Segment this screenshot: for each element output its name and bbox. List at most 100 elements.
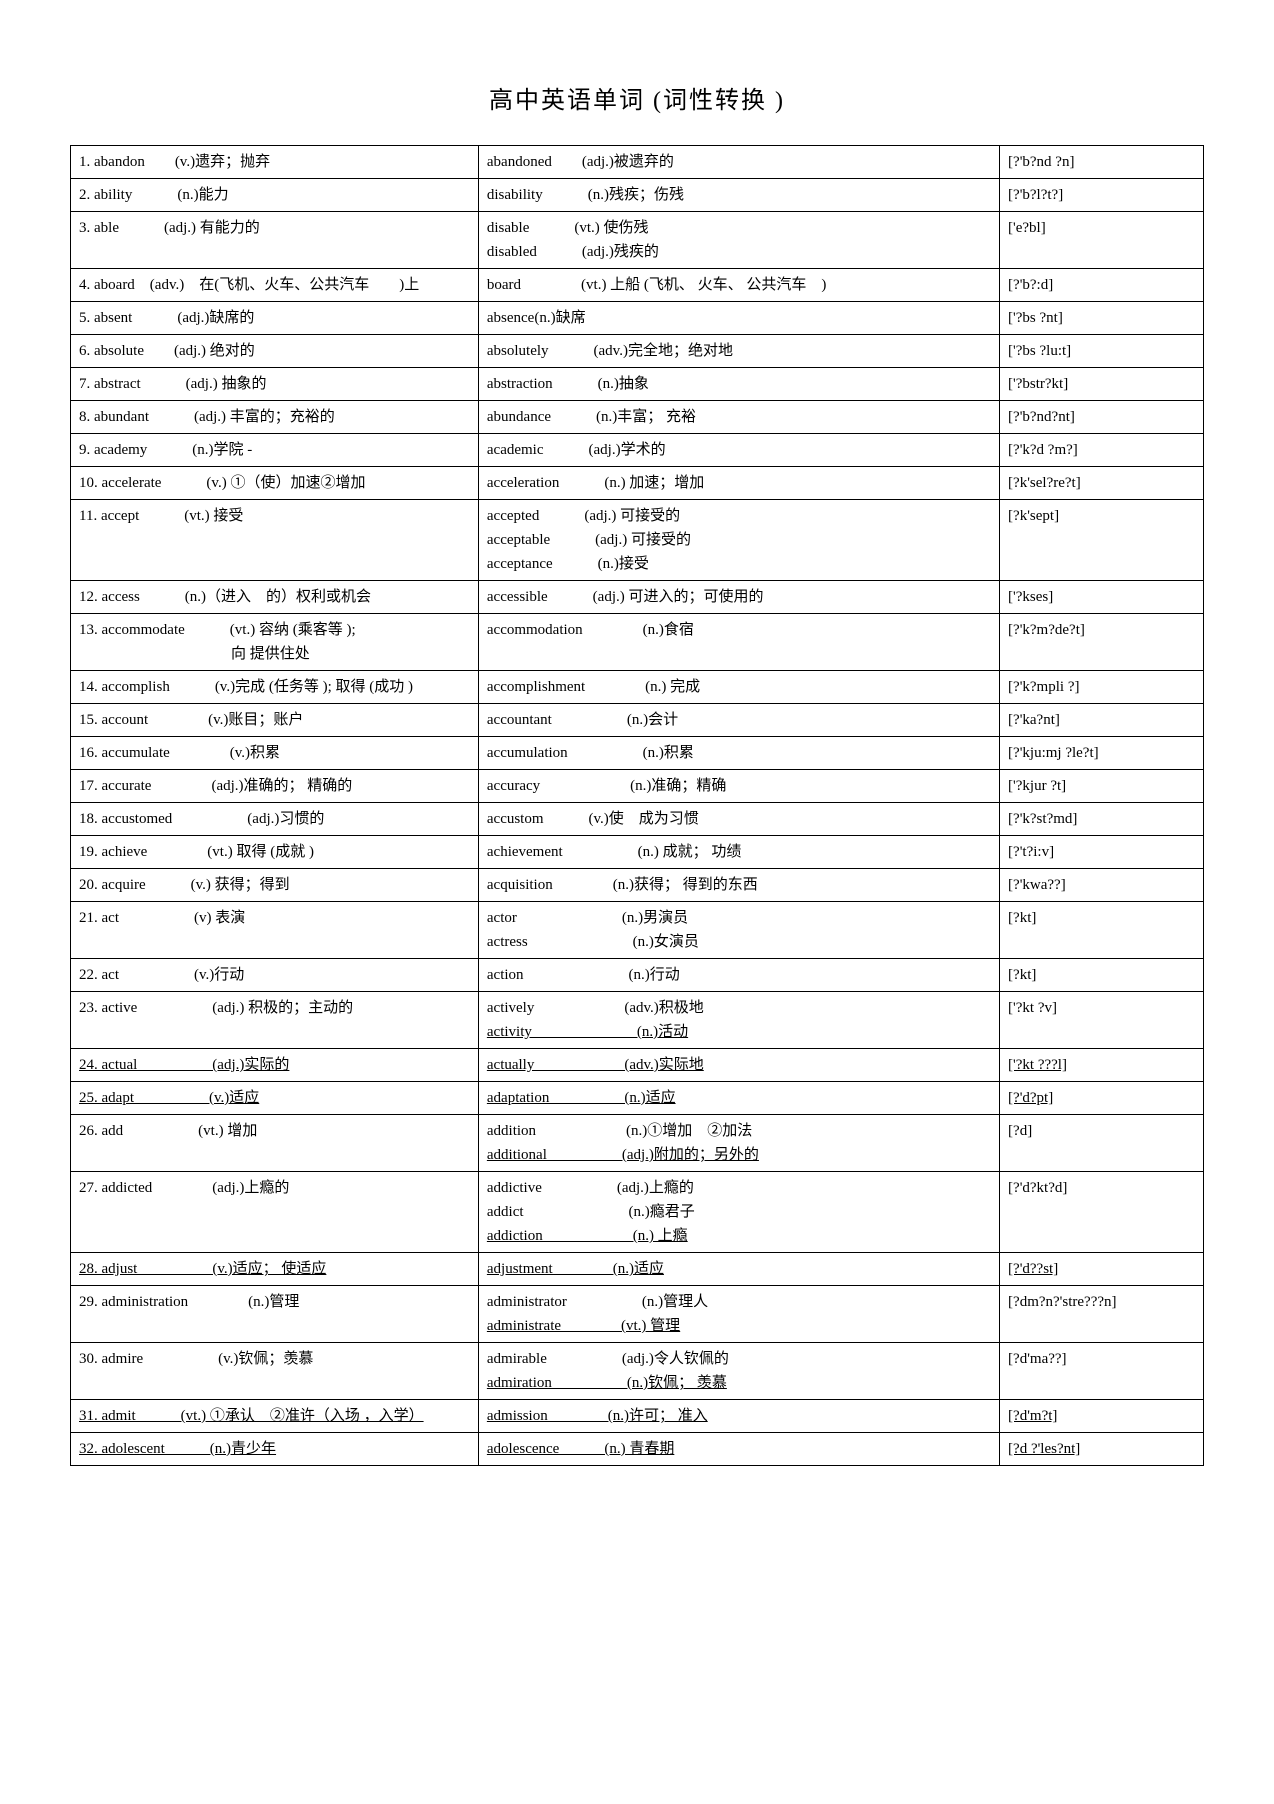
pronunciation-cell: [?'k?st?md] [1000,803,1204,836]
word-cell: 30. admire (v.)钦佩；羡慕 [71,1343,479,1400]
word-cell: 1. abandon (v.)遗弃；抛弃 [71,146,479,179]
table-row: 21. act (v) 表演actor (n.)男演员actress (n.)女… [71,902,1204,959]
word-cell: 26. add (vt.) 增加 [71,1115,479,1172]
derivative-cell: adaptation (n.)适应 [478,1082,999,1115]
pronunciation-cell: [?'k?m?de?t] [1000,614,1204,671]
vocab-table: 1. abandon (v.)遗弃；抛弃abandoned (adj.)被遗弃的… [70,145,1204,1466]
table-row: 14. accomplish (v.)完成 (任务等 ); 取得 (成功 )ac… [71,671,1204,704]
word-cell: 8. abundant (adj.) 丰富的；充裕的 [71,401,479,434]
pronunciation-cell: [?d ?'les?nt] [1000,1433,1204,1466]
table-row: 29. administration (n.)管理administrator (… [71,1286,1204,1343]
derivative-cell: abstraction (n.)抽象 [478,368,999,401]
word-cell: 10. accelerate (v.) ①（使）加速②增加 [71,467,479,500]
table-row: 3. able (adj.) 有能力的disable (vt.) 使伤残disa… [71,212,1204,269]
word-cell: 11. accept (vt.) 接受 [71,500,479,581]
word-cell: 20. acquire (v.) 获得；得到 [71,869,479,902]
derivative-cell: academic (adj.)学术的 [478,434,999,467]
word-cell: 2. ability (n.)能力 [71,179,479,212]
derivative-cell: accustom (v.)使 成为习惯 [478,803,999,836]
table-row: 20. acquire (v.) 获得；得到acquisition (n.)获得… [71,869,1204,902]
derivative-cell: admirable (adj.)令人钦佩的admiration (n.)钦佩； … [478,1343,999,1400]
derivative-cell: accumulation (n.)积累 [478,737,999,770]
word-cell: 7. abstract (adj.) 抽象的 [71,368,479,401]
derivative-cell: actually (adv.)实际地 [478,1049,999,1082]
table-row: 7. abstract (adj.) 抽象的abstraction (n.)抽象… [71,368,1204,401]
table-row: 26. add (vt.) 增加addition (n.)①增加 ②加法addi… [71,1115,1204,1172]
table-row: 12. access (n.)（进入 的）权利或机会accessible (ad… [71,581,1204,614]
table-row: 23. active (adj.) 积极的；主动的actively (adv.)… [71,992,1204,1049]
pronunciation-cell: [?dm?n?'stre???n] [1000,1286,1204,1343]
word-cell: 28. adjust (v.)适应； 使适应 [71,1253,479,1286]
pronunciation-cell: [?'d?pt] [1000,1082,1204,1115]
derivative-cell: administrator (n.)管理人administrate (vt.) … [478,1286,999,1343]
pronunciation-cell: [?'b?l?t?] [1000,179,1204,212]
table-row: 32. adolescent (n.)青少年adolescence (n.) 青… [71,1433,1204,1466]
word-cell: 4. aboard (adv.) 在(飞机、火车、公共汽车 )上 [71,269,479,302]
word-cell: 13. accommodate (vt.) 容纳 (乘客等 );向 提供住处 [71,614,479,671]
table-row: 1. abandon (v.)遗弃；抛弃abandoned (adj.)被遗弃的… [71,146,1204,179]
pronunciation-cell: [?'t?i:v] [1000,836,1204,869]
pronunciation-cell: [?d'ma??] [1000,1343,1204,1400]
pronunciation-cell: ['?kt ?v] [1000,992,1204,1049]
pronunciation-cell: [?kt] [1000,959,1204,992]
table-row: 5. absent (adj.)缺席的absence(n.)缺席['?bs ?n… [71,302,1204,335]
word-cell: 9. academy (n.)学院 - [71,434,479,467]
word-cell: 29. administration (n.)管理 [71,1286,479,1343]
table-row: 25. adapt (v.)适应adaptation (n.)适应[?'d?pt… [71,1082,1204,1115]
derivative-cell: actor (n.)男演员actress (n.)女演员 [478,902,999,959]
derivative-cell: adolescence (n.) 青春期 [478,1433,999,1466]
pronunciation-cell: [?'k?d ?m?] [1000,434,1204,467]
pronunciation-cell: ['?bs ?nt] [1000,302,1204,335]
pronunciation-cell: ['?kses] [1000,581,1204,614]
derivative-cell: accomplishment (n.) 完成 [478,671,999,704]
word-cell: 5. absent (adj.)缺席的 [71,302,479,335]
derivative-cell: abundance (n.)丰富； 充裕 [478,401,999,434]
pronunciation-cell: [?'ka?nt] [1000,704,1204,737]
pronunciation-cell: [?kt] [1000,902,1204,959]
derivative-cell: absolutely (adv.)完全地；绝对地 [478,335,999,368]
pronunciation-cell: [?'d??st] [1000,1253,1204,1286]
pronunciation-cell: ['e?bl] [1000,212,1204,269]
table-row: 11. accept (vt.) 接受accepted (adj.) 可接受的a… [71,500,1204,581]
table-row: 6. absolute (adj.) 绝对的absolutely (adv.)完… [71,335,1204,368]
derivative-cell: disable (vt.) 使伤残disabled (adj.)残疾的 [478,212,999,269]
word-cell: 15. account (v.)账目；账户 [71,704,479,737]
pronunciation-cell: [?'b?nd?nt] [1000,401,1204,434]
pronunciation-cell: [?'d?kt?d] [1000,1172,1204,1253]
pronunciation-cell: ['?bstr?kt] [1000,368,1204,401]
word-cell: 32. adolescent (n.)青少年 [71,1433,479,1466]
page-title: 高中英语单词 (词性转换 ) [70,80,1204,115]
table-row: 27. addicted (adj.)上瘾的addictive (adj.)上瘾… [71,1172,1204,1253]
table-row: 17. accurate (adj.)准确的； 精确的accuracy (n.)… [71,770,1204,803]
word-cell: 31. admit (vt.) ①承认 ②准许（入场 ，入学） [71,1400,479,1433]
word-cell: 17. accurate (adj.)准确的； 精确的 [71,770,479,803]
pronunciation-cell: ['?kjur ?t] [1000,770,1204,803]
derivative-cell: accessible (adj.) 可进入的；可使用的 [478,581,999,614]
derivative-cell: actively (adv.)积极地activity (n.)活动 [478,992,999,1049]
derivative-cell: adjustment (n.)适应 [478,1253,999,1286]
word-cell: 24. actual (adj.)实际的 [71,1049,479,1082]
word-cell: 21. act (v) 表演 [71,902,479,959]
table-row: 4. aboard (adv.) 在(飞机、火车、公共汽车 )上board (v… [71,269,1204,302]
word-cell: 6. absolute (adj.) 绝对的 [71,335,479,368]
table-row: 13. accommodate (vt.) 容纳 (乘客等 );向 提供住处ac… [71,614,1204,671]
word-cell: 27. addicted (adj.)上瘾的 [71,1172,479,1253]
pronunciation-cell: [?d'm?t] [1000,1400,1204,1433]
pronunciation-cell: ['?kt ???l] [1000,1049,1204,1082]
pronunciation-cell: [?'k?mpli ?] [1000,671,1204,704]
word-cell: 14. accomplish (v.)完成 (任务等 ); 取得 (成功 ) [71,671,479,704]
derivative-cell: abandoned (adj.)被遗弃的 [478,146,999,179]
table-row: 22. act (v.)行动action (n.)行动[?kt] [71,959,1204,992]
table-row: 28. adjust (v.)适应； 使适应adjustment (n.)适应[… [71,1253,1204,1286]
derivative-cell: addition (n.)①增加 ②加法additional (adj.)附加的… [478,1115,999,1172]
table-row: 18. accustomed (adj.)习惯的accustom (v.)使 成… [71,803,1204,836]
word-cell: 22. act (v.)行动 [71,959,479,992]
table-row: 30. admire (v.)钦佩；羡慕admirable (adj.)令人钦佩… [71,1343,1204,1400]
table-row: 16. accumulate (v.)积累accumulation (n.)积累… [71,737,1204,770]
derivative-cell: absence(n.)缺席 [478,302,999,335]
word-cell: 18. accustomed (adj.)习惯的 [71,803,479,836]
word-cell: 3. able (adj.) 有能力的 [71,212,479,269]
word-cell: 19. achieve (vt.) 取得 (成就 ) [71,836,479,869]
word-cell: 12. access (n.)（进入 的）权利或机会 [71,581,479,614]
pronunciation-cell: [?'kwa??] [1000,869,1204,902]
